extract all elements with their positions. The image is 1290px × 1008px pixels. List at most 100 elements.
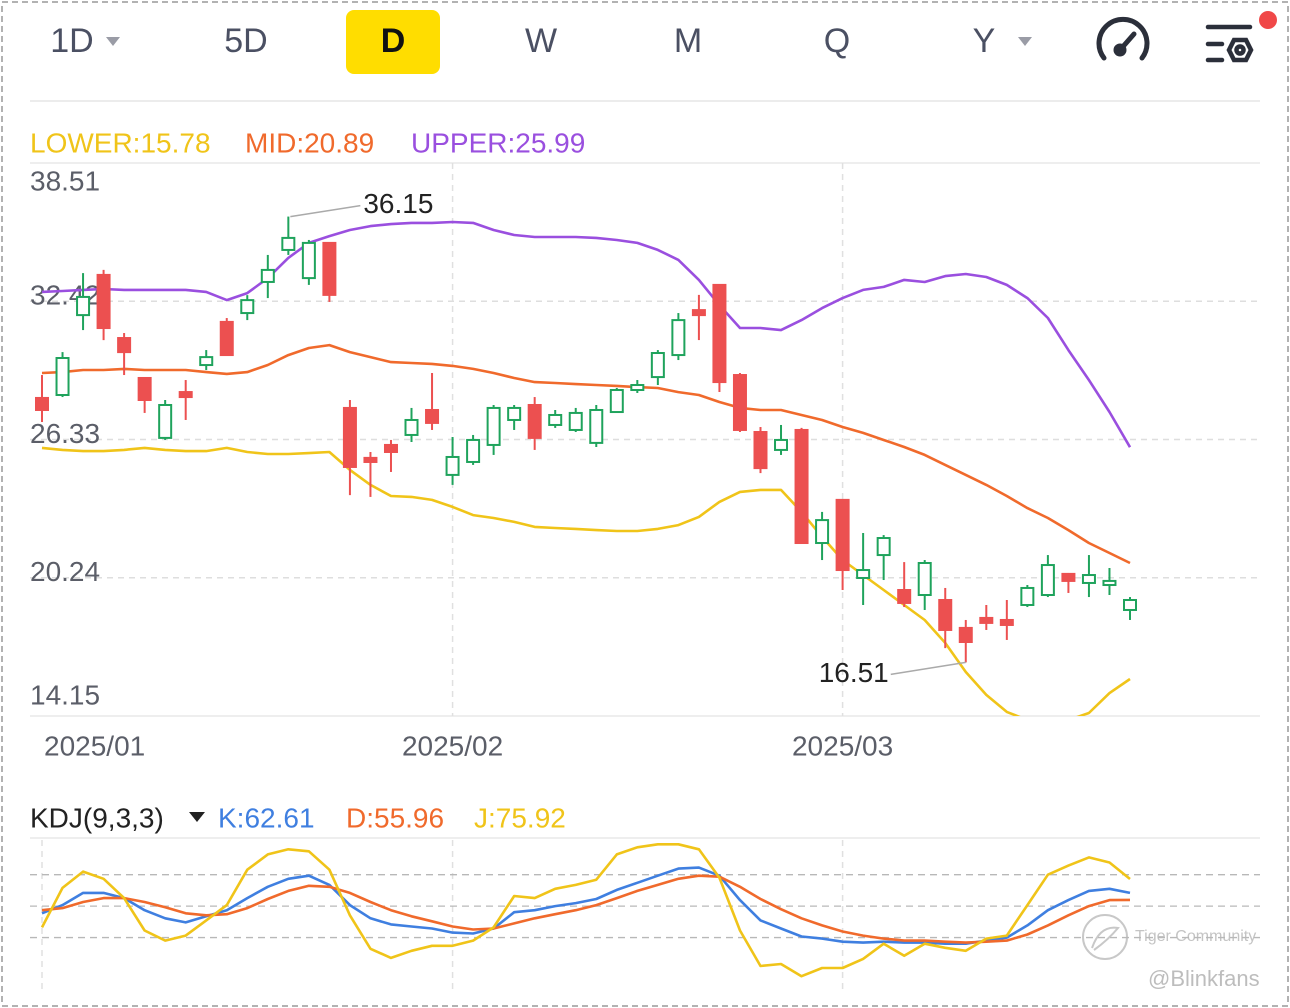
candle-body	[527, 403, 542, 439]
candle-body	[342, 406, 357, 468]
leader-line	[290, 204, 361, 218]
tab-label: Y	[973, 22, 996, 60]
tab-label: D	[381, 22, 406, 60]
kdj-line	[41, 866, 1131, 945]
candle-body	[240, 299, 255, 315]
legend-entry: J:75.92	[474, 802, 566, 833]
legend-entry: LOWER:15.78	[30, 127, 211, 158]
candle-body	[55, 357, 70, 397]
candle-body	[158, 403, 173, 439]
candle-body	[835, 498, 850, 572]
tab[interactable]: Q	[824, 22, 850, 60]
candle-body	[650, 352, 665, 379]
kdj-line	[40, 843, 1131, 978]
candle-body	[815, 519, 830, 545]
gauge-arc	[1096, 16, 1150, 61]
candle-body	[938, 598, 953, 631]
candle-body	[1102, 579, 1117, 587]
notification-dot	[1259, 11, 1277, 29]
band-line	[41, 446, 1131, 716]
candle-body	[260, 268, 275, 283]
tab-selected-bg	[346, 10, 440, 74]
legend-entry: K:62.61	[218, 802, 315, 833]
candle-body	[404, 418, 419, 436]
watermark-user: @Blinkfans	[1148, 966, 1260, 991]
band-line	[41, 343, 1131, 565]
candle-body	[671, 319, 686, 357]
candle-body	[753, 431, 768, 470]
candle-body	[486, 406, 501, 446]
candle-body	[917, 561, 932, 597]
candle-body	[35, 396, 49, 411]
gauge-hub	[1113, 43, 1127, 57]
tab-label: 5D	[224, 22, 267, 60]
tab-label: Q	[824, 22, 850, 60]
candle-body	[117, 337, 132, 354]
candle-body	[712, 283, 727, 384]
x-tick-label: 2025/01	[44, 730, 145, 761]
tab[interactable]: D	[346, 10, 440, 74]
y-tick-label: 14.15	[30, 679, 100, 710]
tab-caret	[1018, 37, 1032, 46]
candle-body	[96, 273, 111, 330]
candle-body	[589, 408, 604, 444]
icon-gear-hole	[1234, 44, 1246, 56]
candle-body	[999, 618, 1014, 626]
kdj-title: KDJ(9,3,3)	[30, 802, 164, 833]
candle-body	[609, 389, 624, 414]
candle-body	[383, 443, 398, 453]
candle-body	[856, 569, 871, 579]
candle-body	[363, 456, 378, 463]
y-tick-label: 20.24	[30, 556, 100, 587]
tab[interactable]: 1D	[50, 22, 120, 60]
candle-body	[445, 455, 460, 476]
candle-body	[958, 626, 973, 643]
candle-body	[794, 428, 809, 545]
watermark-brand: Tiger Community	[1135, 928, 1256, 945]
tab[interactable]: Y	[973, 22, 1032, 60]
tab[interactable]: W	[525, 22, 557, 60]
candle-body	[199, 356, 214, 367]
candle-body	[732, 374, 747, 431]
candle-body	[1123, 598, 1137, 611]
icon-gear	[1226, 37, 1254, 63]
candle-body	[876, 537, 891, 557]
kdj-line	[41, 874, 1131, 944]
gauge-icon[interactable]	[1096, 16, 1150, 61]
candle-body	[1061, 572, 1076, 582]
settings-icon[interactable]	[1205, 24, 1254, 63]
leader-line	[890, 661, 966, 676]
candle-body	[178, 391, 193, 399]
tab[interactable]: 5D	[224, 22, 267, 60]
candle-body	[691, 309, 706, 317]
candle-body	[1020, 586, 1035, 606]
y-tick-label: 26.33	[30, 418, 100, 449]
tab-label: M	[674, 22, 702, 60]
candle-body	[630, 384, 645, 392]
legend-entry: MID:20.89	[245, 127, 374, 158]
band-line	[41, 220, 1132, 448]
candle-body	[281, 236, 296, 251]
candle-body	[137, 376, 152, 402]
candle-body	[301, 241, 316, 280]
logo-mark	[1091, 926, 1120, 951]
candle-body	[322, 241, 337, 296]
kdj-dropdown-caret[interactable]	[189, 812, 205, 822]
tab-caret	[106, 37, 120, 46]
tab[interactable]: M	[674, 22, 702, 60]
tab-label: W	[525, 22, 557, 60]
candle-body	[425, 408, 440, 424]
tab-label: 1D	[50, 22, 93, 60]
candle-body	[774, 438, 789, 451]
candle-body	[548, 413, 563, 426]
candle-body	[1081, 574, 1096, 584]
candle-body	[568, 411, 583, 431]
candle-body	[76, 295, 91, 317]
low-annotation: 16.51	[819, 657, 889, 688]
legend-entry: D:55.96	[346, 802, 444, 833]
legend-entry: UPPER:25.99	[411, 127, 585, 158]
candle-body	[507, 406, 522, 421]
candle-body	[466, 438, 481, 463]
